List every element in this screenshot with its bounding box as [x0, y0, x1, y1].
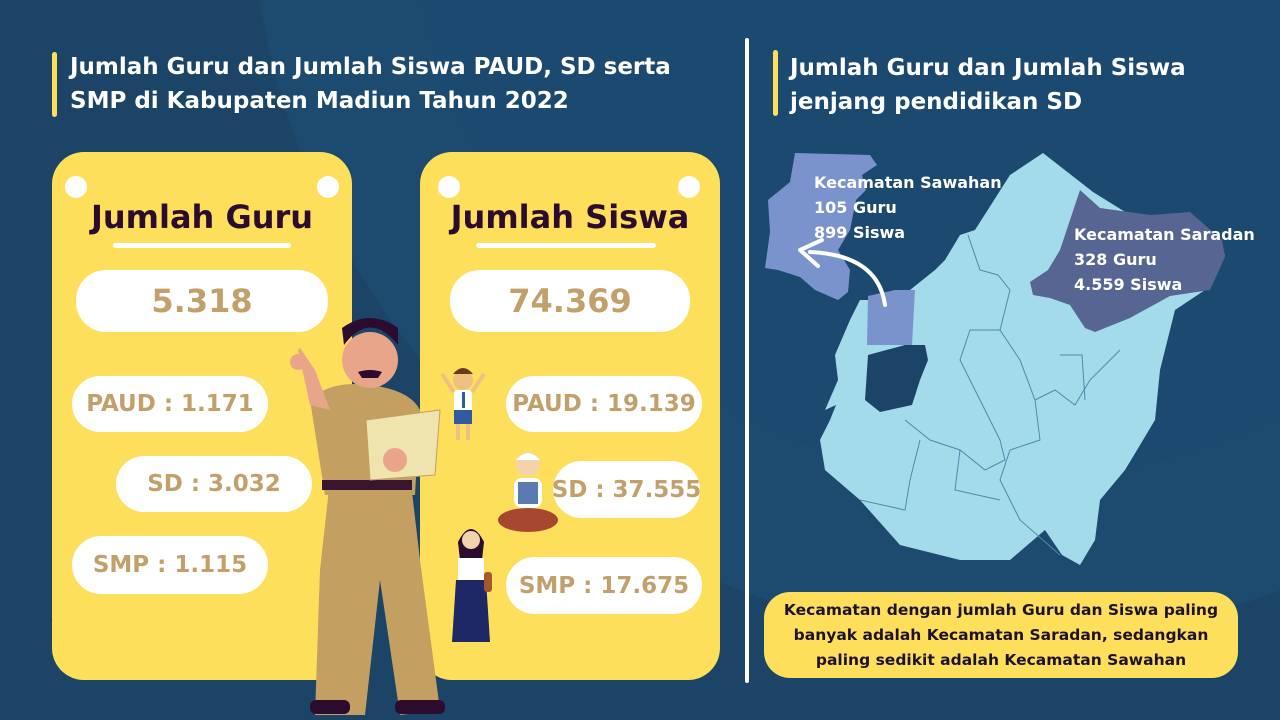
summary-note: Kecamatan dengan jumlah Guru dan Siswa p… — [764, 592, 1238, 678]
section-divider — [745, 38, 749, 683]
right-title: Jumlah Guru dan Jumlah Siswa jenjang pen… — [790, 51, 1186, 119]
saradan-siswa: 4.559 Siswa — [1074, 275, 1183, 294]
reading-student-illustration — [498, 452, 558, 532]
girl-student-illustration — [452, 529, 492, 642]
title-accent-bar — [773, 50, 778, 116]
left-title-line2: SMP di Kabupaten Madiun Tahun 2022 — [70, 88, 569, 114]
saradan-label: Kecamatan Saradan 328 Guru 4.559 Siswa — [1074, 222, 1255, 297]
left-title-line1: Jumlah Guru dan Jumlah Siswa PAUD, SD se… — [70, 54, 671, 80]
teacher-illustration — [290, 318, 445, 715]
siswa-sd: SD : 37.555 — [552, 461, 701, 518]
saradan-name: Kecamatan Saradan — [1074, 225, 1255, 244]
guru-total: 5.318 — [76, 270, 328, 332]
guru-card: Jumlah Guru 5.318 PAUD : 1.171 SD : 3.03… — [52, 152, 352, 680]
card-hole — [65, 176, 87, 198]
right-title-line2: jenjang pendidikan SD — [790, 89, 1083, 115]
district-borders — [859, 234, 1121, 556]
card-hole — [678, 176, 700, 198]
guru-paud: PAUD : 1.171 — [72, 376, 268, 432]
siswa-smp: SMP : 17.675 — [506, 557, 702, 614]
title-underline — [113, 243, 291, 248]
card-hole — [317, 176, 339, 198]
siswa-paud: PAUD : 19.139 — [506, 376, 702, 432]
sawahan-name: Kecamatan Sawahan — [814, 173, 1002, 192]
map-region-sawahan — [867, 290, 915, 345]
right-title-line1: Jumlah Guru dan Jumlah Siswa — [790, 55, 1186, 81]
guru-smp: SMP : 1.115 — [72, 536, 268, 594]
arrow-icon — [808, 250, 887, 307]
arrow-head — [798, 238, 824, 268]
sawahan-label: Kecamatan Sawahan 105 Guru 899 Siswa — [814, 170, 1002, 245]
siswa-card-title: Jumlah Siswa — [450, 198, 690, 236]
note-line1: Kecamatan dengan jumlah Guru dan Siswa p… — [783, 600, 1219, 619]
boy-student-illustration — [440, 368, 486, 440]
left-title: Jumlah Guru dan Jumlah Siswa PAUD, SD se… — [70, 50, 671, 118]
card-hole — [438, 176, 460, 198]
sawahan-siswa: 899 Siswa — [814, 223, 906, 242]
sawahan-guru: 105 Guru — [814, 198, 897, 217]
note-line3: paling sedikit adalah Kecamatan Sawahan — [815, 650, 1187, 669]
note-line2: banyak adalah Kecamatan Saradan, sedangk… — [793, 625, 1209, 644]
map-region-saradan — [1030, 190, 1225, 332]
siswa-total: 74.369 — [450, 270, 690, 332]
map-region-sawahan-enlarged — [765, 153, 877, 300]
title-accent-bar — [52, 52, 57, 117]
guru-card-title: Jumlah Guru — [90, 198, 314, 236]
saradan-guru: 328 Guru — [1074, 250, 1157, 269]
title-underline — [476, 243, 656, 248]
map-gap — [865, 345, 928, 412]
guru-sd: SD : 3.032 — [116, 456, 312, 512]
